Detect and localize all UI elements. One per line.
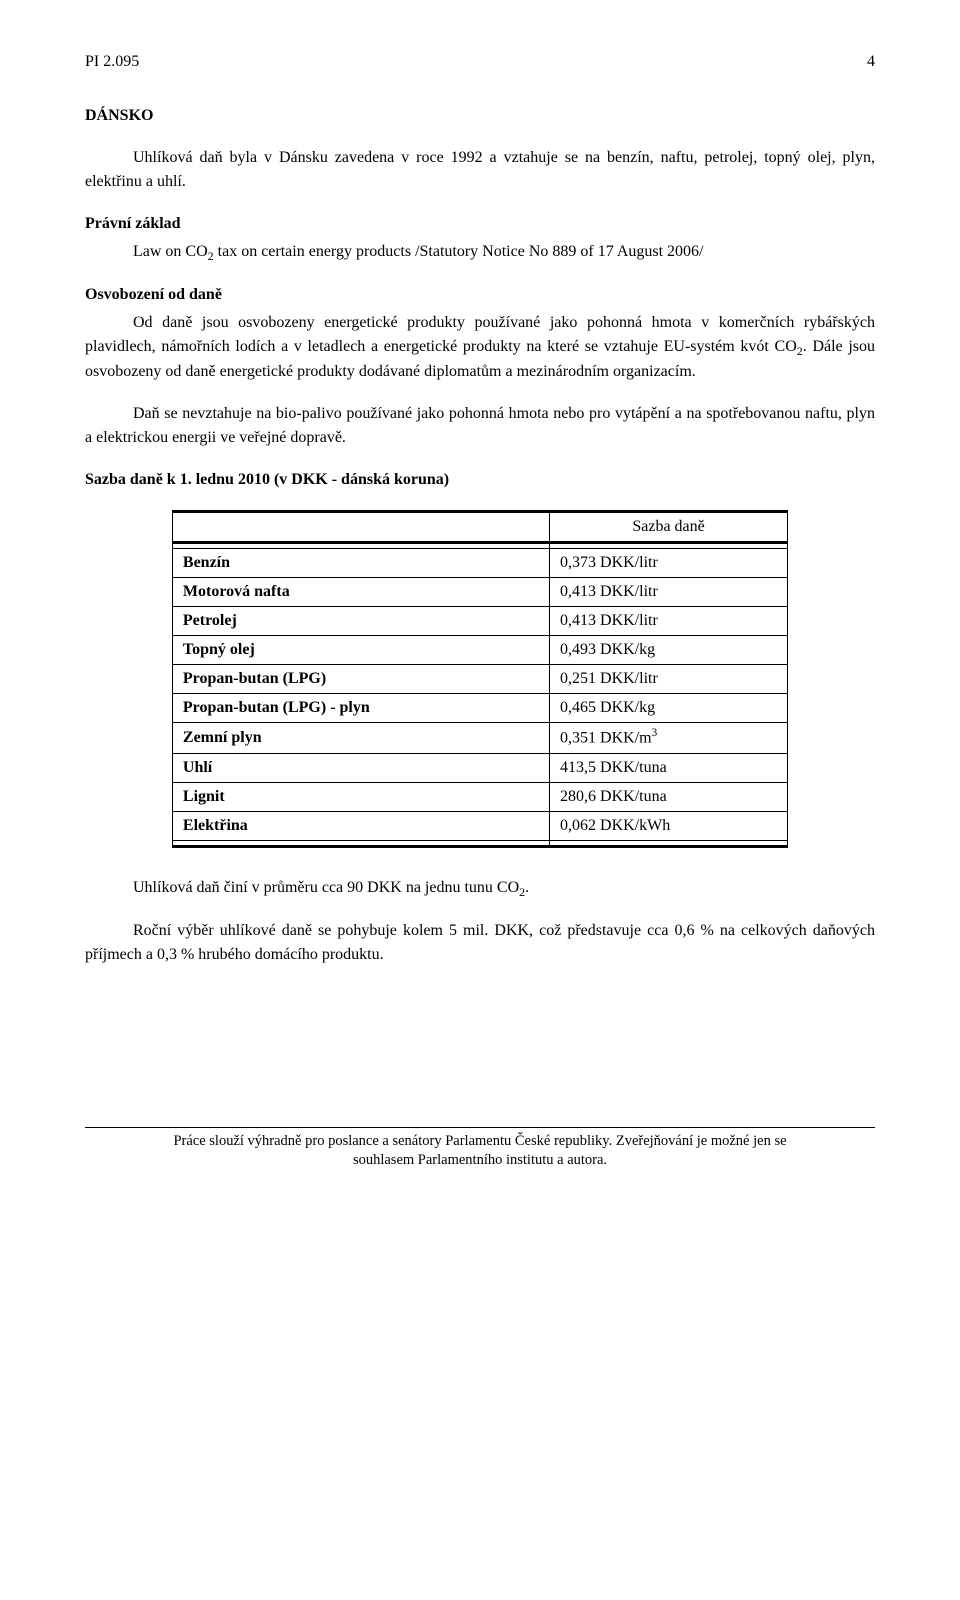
table-row: Propan-butan (LPG)0,251 DKK/litr bbox=[172, 665, 787, 694]
exemption-p2: Daň se nevztahuje na bio-palivo používan… bbox=[85, 402, 875, 450]
note-1a: Uhlíková daň činí v průměru cca 90 DKK n… bbox=[133, 879, 519, 896]
page-header: PI 2.095 4 bbox=[85, 50, 875, 74]
table-cell-label: Petrolej bbox=[172, 607, 549, 636]
table-row: Zemní plyn0,351 DKK/m3 bbox=[172, 723, 787, 753]
table-cell-label: Uhlí bbox=[172, 753, 549, 782]
legal-text-tail: tax on certain energy products /Statutor… bbox=[214, 243, 704, 260]
legal-basis-text: Law on CO2 tax on certain energy product… bbox=[85, 240, 875, 265]
table-cell-label: Elektřina bbox=[172, 811, 549, 840]
footer-line-2: souhlasem Parlamentního institutu a auto… bbox=[353, 1152, 607, 1168]
note-1b: . bbox=[525, 879, 529, 896]
table-row: Motorová nafta0,413 DKK/litr bbox=[172, 578, 787, 607]
legal-text-lead: Law on CO bbox=[133, 243, 208, 260]
table-cell-label: Lignit bbox=[172, 782, 549, 811]
table-header-row: Sazba daně bbox=[172, 512, 787, 543]
table-cell-label: Zemní plyn bbox=[172, 723, 549, 753]
table-cell-value: 0,251 DKK/litr bbox=[550, 665, 788, 694]
country-heading: DÁNSKO bbox=[85, 104, 875, 128]
note-1: Uhlíková daň činí v průměru cca 90 DKK n… bbox=[85, 876, 875, 901]
table-cell-value: 0,493 DKK/kg bbox=[550, 636, 788, 665]
intro-paragraph: Uhlíková daň byla v Dánsku zavedena v ro… bbox=[85, 146, 875, 194]
table-cell-label: Motorová nafta bbox=[172, 578, 549, 607]
table-cell-label: Topný olej bbox=[172, 636, 549, 665]
exemption-p1: Od daně jsou osvobozeny energetické prod… bbox=[85, 311, 875, 384]
footer-separator bbox=[85, 1127, 875, 1128]
table-cell-value: 0,351 DKK/m3 bbox=[550, 723, 788, 753]
table-row: Topný olej0,493 DKK/kg bbox=[172, 636, 787, 665]
rate-heading: Sazba daně k 1. lednu 2010 (v DKK - dáns… bbox=[85, 468, 875, 492]
table-bottom-spacer bbox=[172, 840, 787, 846]
footer-text: Práce slouží výhradně pro poslance a sen… bbox=[85, 1132, 875, 1171]
note-2: Roční výběr uhlíkové daně se pohybuje ko… bbox=[85, 919, 875, 967]
table-cell-label: Propan-butan (LPG) bbox=[172, 665, 549, 694]
table-row: Lignit280,6 DKK/tuna bbox=[172, 782, 787, 811]
table-row: Elektřina0,062 DKK/kWh bbox=[172, 811, 787, 840]
table-cell-value: 0,413 DKK/litr bbox=[550, 578, 788, 607]
table-cell-value: 413,5 DKK/tuna bbox=[550, 753, 788, 782]
exemption-heading: Osvobození od daně bbox=[85, 283, 875, 307]
table-cell-value: 280,6 DKK/tuna bbox=[550, 782, 788, 811]
table-cell-label: Propan-butan (LPG) - plyn bbox=[172, 694, 549, 723]
table-row: Propan-butan (LPG) - plyn0,465 DKK/kg bbox=[172, 694, 787, 723]
table-cell-value: 0,413 DKK/litr bbox=[550, 607, 788, 636]
footer-line-1: Práce slouží výhradně pro poslance a sen… bbox=[173, 1133, 786, 1149]
table-row: Benzín0,373 DKK/litr bbox=[172, 549, 787, 578]
table-cell-value: 0,465 DKK/kg bbox=[550, 694, 788, 723]
table-cell-value: 0,062 DKK/kWh bbox=[550, 811, 788, 840]
exemption-p1a: Od daně jsou osvobozeny energetické prod… bbox=[85, 314, 875, 355]
legal-basis-heading: Právní základ bbox=[85, 212, 875, 236]
table-header-empty bbox=[172, 512, 549, 543]
page-number: 4 bbox=[867, 50, 875, 74]
tax-rate-table: Sazba daně Benzín0,373 DKK/litrMotorová … bbox=[172, 510, 788, 847]
table-header-rate: Sazba daně bbox=[550, 512, 788, 543]
table-row: Uhlí413,5 DKK/tuna bbox=[172, 753, 787, 782]
table-row: Petrolej0,413 DKK/litr bbox=[172, 607, 787, 636]
table-cell-label: Benzín bbox=[172, 549, 549, 578]
doc-code: PI 2.095 bbox=[85, 50, 139, 74]
table-cell-value: 0,373 DKK/litr bbox=[550, 549, 788, 578]
